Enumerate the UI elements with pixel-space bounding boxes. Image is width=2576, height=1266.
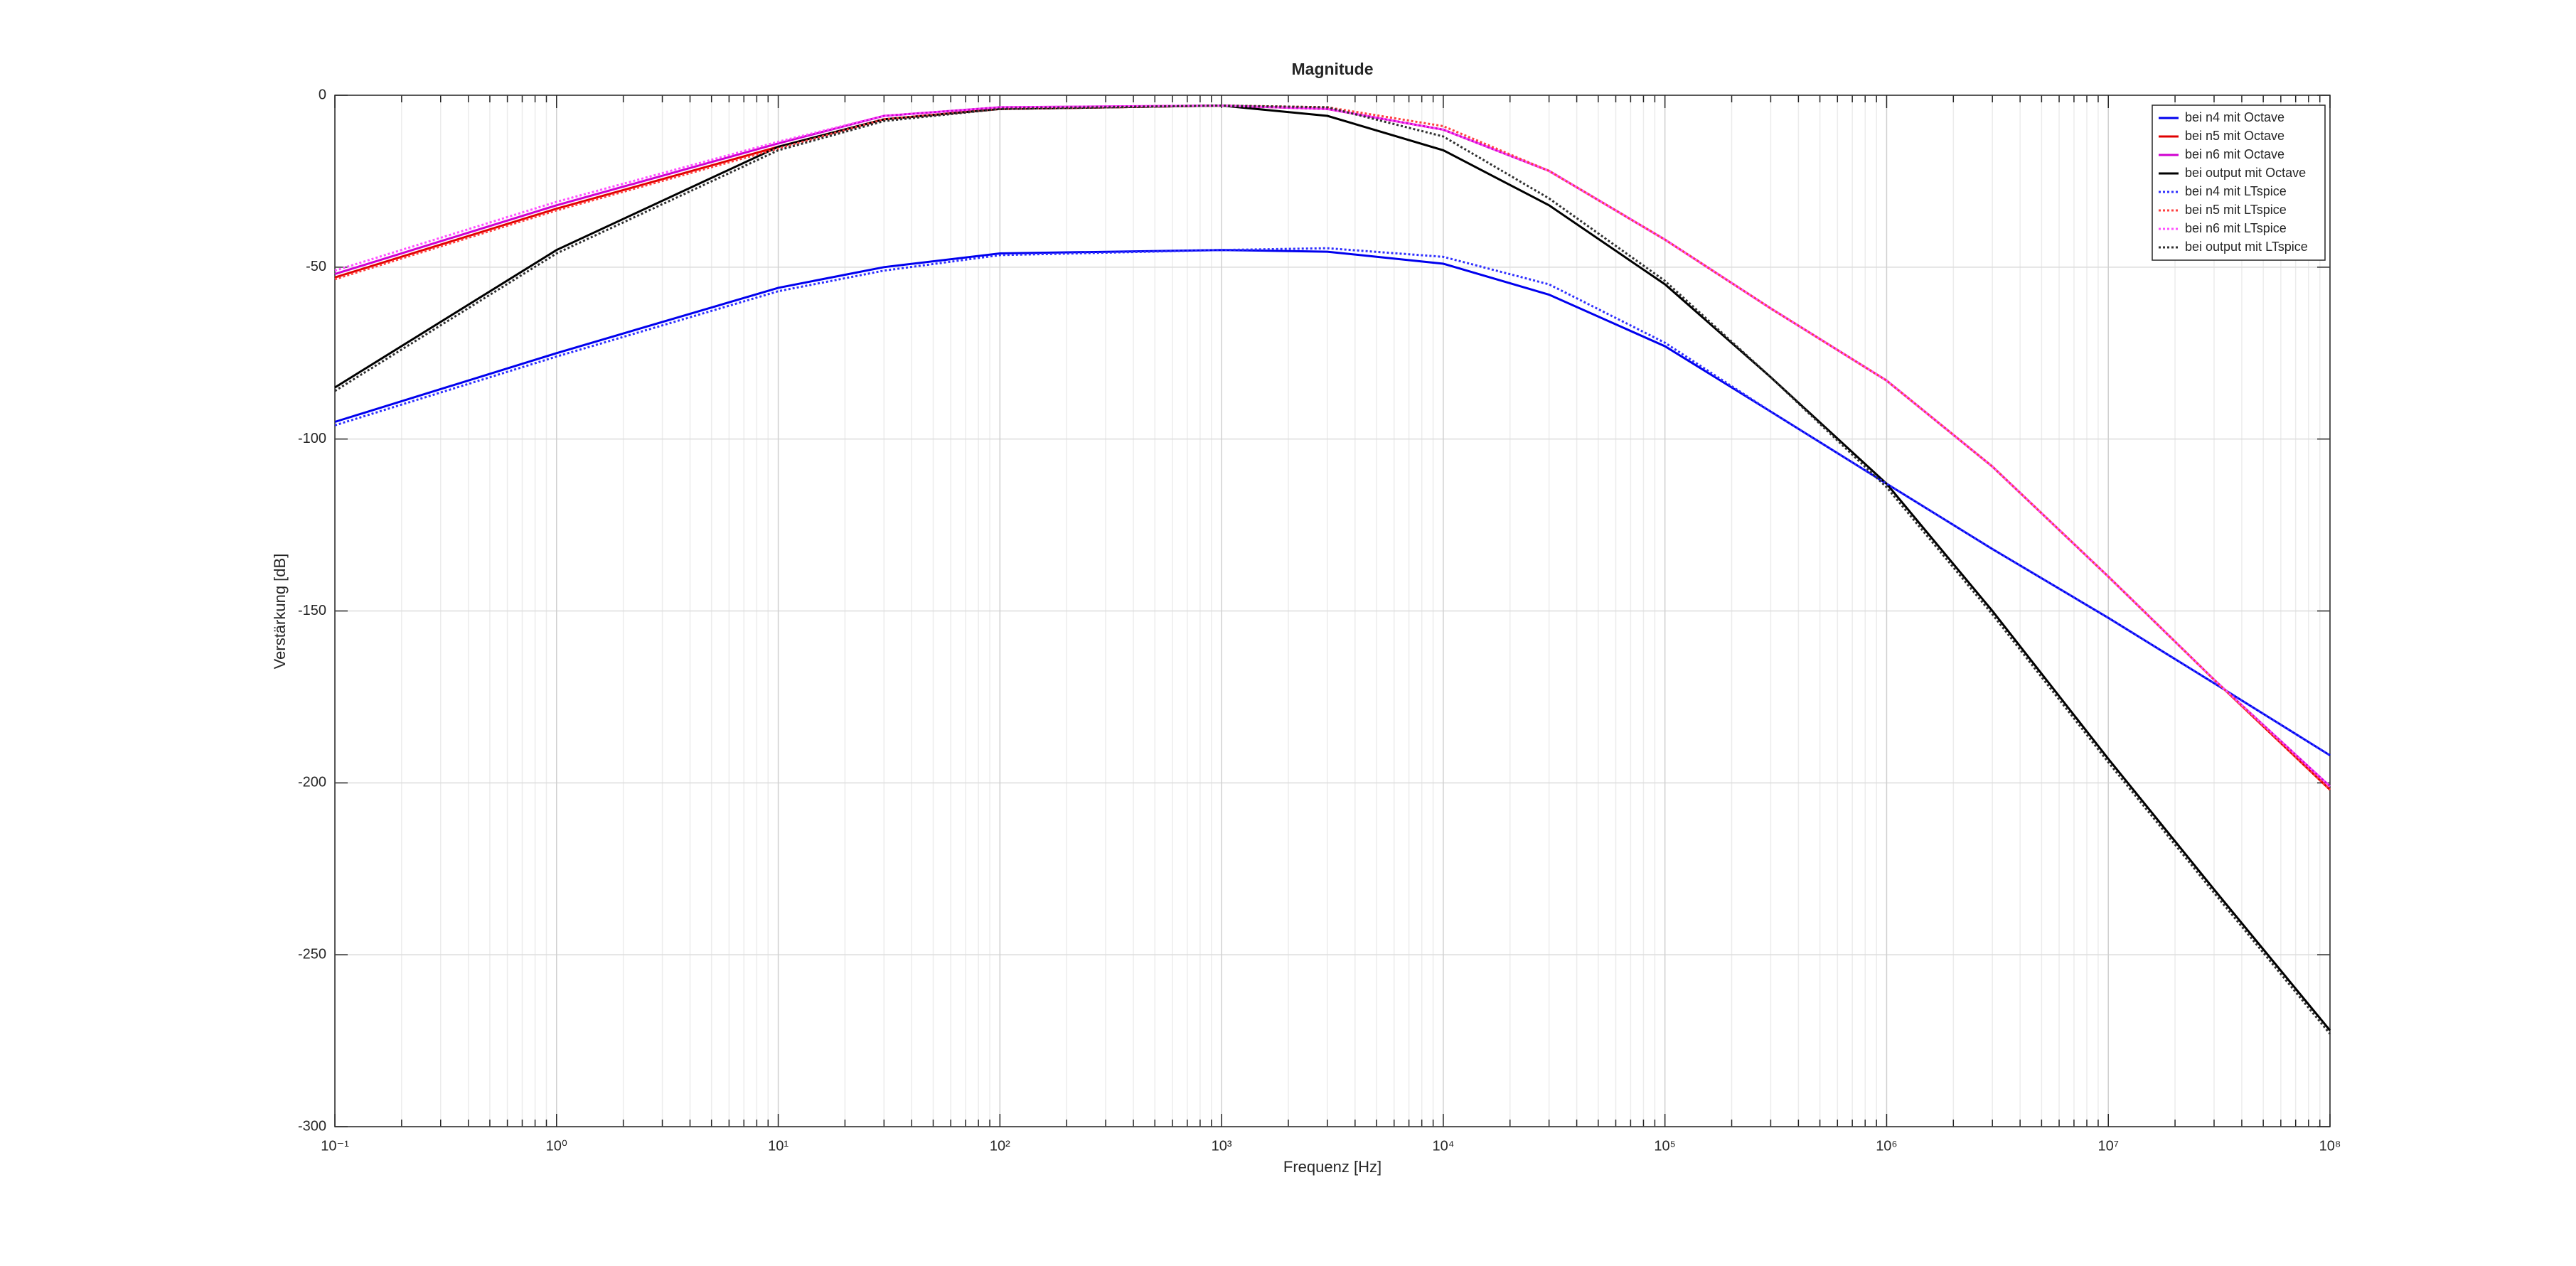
- x-tick-label: 10⁴: [1432, 1138, 1454, 1154]
- series-line: [334, 104, 2331, 1035]
- legend-label: bei n5 mit LTspice: [2185, 203, 2287, 217]
- x-tick-label: 10⁰: [546, 1138, 567, 1154]
- y-tick-label: -200: [298, 775, 326, 790]
- series-line: [334, 104, 2331, 791]
- y-tick-label: -50: [306, 259, 326, 274]
- x-tick-label: 10⁻¹: [321, 1138, 349, 1154]
- x-tick-label: 10¹: [768, 1138, 789, 1154]
- series-line: [334, 249, 2331, 756]
- x-tick-label: 10²: [990, 1138, 1010, 1154]
- legend-box: [2152, 104, 2326, 261]
- y-tick-label: -250: [298, 946, 326, 962]
- series-line: [334, 247, 2331, 756]
- x-tick-label: 10³: [1212, 1138, 1232, 1154]
- y-axis-label: Verstärkung [dB]: [271, 554, 289, 670]
- legend-label: bei n4 mit LTspice: [2185, 184, 2287, 198]
- y-tick-label: -100: [298, 431, 326, 446]
- x-tick-label: 10⁸: [2319, 1138, 2341, 1154]
- y-tick-label: -150: [298, 603, 326, 618]
- y-tick-label: 0: [319, 87, 326, 102]
- x-tick-label: 10⁶: [1876, 1138, 1897, 1154]
- legend-label: bei n4 mit Octave: [2185, 110, 2284, 124]
- legend-label: bei output mit Octave: [2185, 166, 2306, 180]
- chart-title: Magnitude: [1292, 60, 1374, 78]
- y-tick-label: -300: [298, 1118, 326, 1134]
- x-tick-label: 10⁷: [2097, 1138, 2118, 1154]
- legend-label: bei n5 mit Octave: [2185, 129, 2284, 143]
- legend-label: bei n6 mit Octave: [2185, 147, 2284, 161]
- axes-box: [334, 95, 2331, 1127]
- x-axis-label: Frequenz [Hz]: [1283, 1158, 1381, 1176]
- series-line: [334, 104, 2331, 788]
- x-tick-label: 10⁵: [1654, 1138, 1676, 1154]
- legend-label: bei n6 mit LTspice: [2185, 221, 2287, 235]
- legend-label: bei output mit LTspice: [2185, 240, 2308, 254]
